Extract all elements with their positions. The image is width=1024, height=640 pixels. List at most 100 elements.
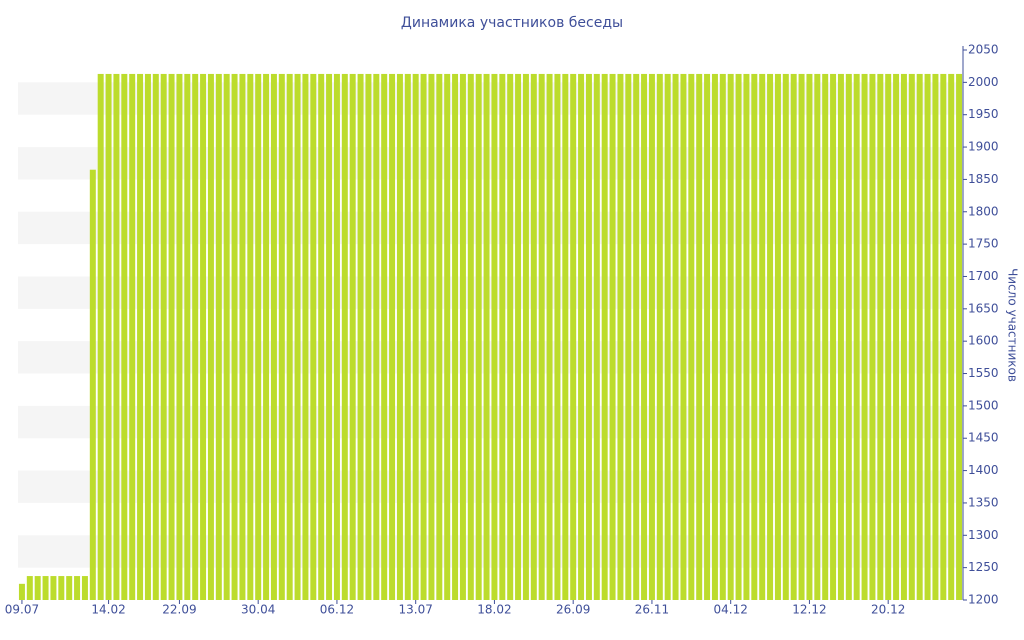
bar <box>759 73 766 601</box>
bar <box>601 73 608 601</box>
bar <box>680 73 687 601</box>
bar <box>845 73 852 601</box>
bar <box>223 73 230 601</box>
bar <box>837 73 844 601</box>
bar <box>483 73 490 601</box>
y-tick-label: 1200 <box>968 593 999 607</box>
bar <box>570 73 577 601</box>
background-band <box>18 470 963 503</box>
background-band <box>18 82 963 115</box>
y-tick-label: 1750 <box>968 237 999 251</box>
bar <box>617 73 624 601</box>
bar <box>704 73 711 601</box>
bar <box>26 576 33 600</box>
bar <box>625 73 632 601</box>
bar <box>530 73 537 601</box>
bar <box>452 73 459 601</box>
bar <box>916 73 923 601</box>
bar <box>129 73 136 601</box>
chart-title: Динамика участников беседы <box>401 15 623 31</box>
background-band <box>18 405 963 439</box>
y-tick-label: 1600 <box>968 334 999 348</box>
bar <box>428 73 435 601</box>
bar <box>294 73 301 601</box>
bar <box>302 73 309 601</box>
x-tick-label: 26.09 <box>556 603 590 617</box>
bar <box>735 73 742 601</box>
y-axis-title: Число участников <box>1006 268 1020 382</box>
x-tick-label: 04.12 <box>714 603 748 617</box>
background-band <box>18 147 963 180</box>
background-band <box>18 535 963 568</box>
bar <box>767 73 774 601</box>
bar <box>790 73 797 601</box>
bar <box>318 73 325 601</box>
bar <box>727 73 734 601</box>
x-tick-label: 06.12 <box>320 603 354 617</box>
background-band <box>18 276 963 309</box>
bar <box>58 576 65 600</box>
bar <box>806 73 813 601</box>
bar <box>475 73 482 601</box>
bar <box>74 576 81 600</box>
x-tick-label: 22.09 <box>162 603 196 617</box>
bar <box>105 73 112 601</box>
bar <box>152 73 159 601</box>
bar <box>270 73 277 601</box>
y-tick-label: 1850 <box>968 172 999 186</box>
bar <box>192 73 199 601</box>
bar <box>89 169 96 601</box>
y-tick-label: 1550 <box>968 366 999 380</box>
bar <box>168 73 175 601</box>
bar <box>578 73 585 601</box>
bar <box>255 73 262 601</box>
bar <box>656 73 663 601</box>
bar <box>956 73 963 601</box>
bar <box>948 73 955 601</box>
y-tick-label: 1800 <box>968 204 999 218</box>
bar <box>499 73 506 601</box>
background-band <box>18 211 963 245</box>
bar <box>782 73 789 601</box>
bar <box>436 73 443 601</box>
bar <box>822 73 829 601</box>
y-tick-label: 1950 <box>968 107 999 121</box>
bar <box>333 73 340 601</box>
bar <box>814 73 821 601</box>
bar <box>66 576 73 600</box>
x-tick-label: 20.12 <box>871 603 905 617</box>
bar <box>389 73 396 601</box>
bar <box>554 73 561 601</box>
bar <box>908 73 915 601</box>
bar <box>893 73 900 601</box>
bar <box>774 73 781 601</box>
bar <box>176 73 183 601</box>
bar <box>940 73 947 601</box>
bar <box>648 73 655 601</box>
y-tick-label: 1650 <box>968 301 999 315</box>
x-tick-label: 13.07 <box>399 603 433 617</box>
bar <box>853 73 860 601</box>
bar <box>696 73 703 601</box>
y-tick-label: 1450 <box>968 431 999 445</box>
bar <box>491 73 498 601</box>
bar <box>861 73 868 601</box>
y-tick-label: 1900 <box>968 140 999 154</box>
bar <box>546 73 553 601</box>
bar <box>932 73 939 601</box>
x-tick-label: 18.02 <box>477 603 511 617</box>
y-tick-label: 1300 <box>968 528 999 542</box>
y-tick-label: 1400 <box>968 463 999 477</box>
bar <box>137 73 144 601</box>
bar <box>877 73 884 601</box>
bar <box>81 576 88 600</box>
bar <box>310 73 317 601</box>
y-tick-label: 1250 <box>968 560 999 574</box>
background-band <box>18 341 963 374</box>
bar <box>200 73 207 601</box>
bar <box>609 73 616 601</box>
bar <box>507 73 514 601</box>
bar <box>278 73 285 601</box>
bar <box>239 73 246 601</box>
bar <box>113 73 120 601</box>
